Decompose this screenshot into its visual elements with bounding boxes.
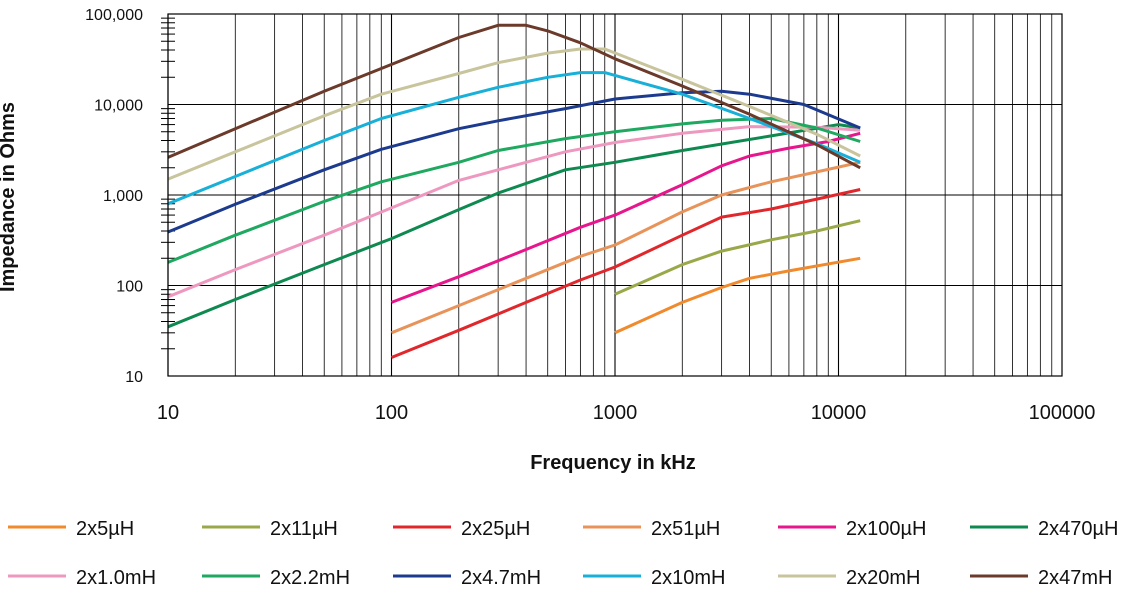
x-tick-label: 100 bbox=[375, 402, 408, 424]
legend-label: 2x470µH bbox=[1038, 518, 1118, 540]
legend-label: 2x25µH bbox=[461, 518, 530, 540]
x-tick-label: 1000 bbox=[593, 402, 638, 424]
plot-frame bbox=[167, 13, 1063, 377]
y-tick-label: 100 bbox=[116, 279, 143, 296]
series-line bbox=[390, 160, 861, 335]
y-axis-title: Impedance in Ohms bbox=[0, 102, 19, 292]
y-tick-label: 10,000 bbox=[94, 98, 143, 115]
legend-label: 2x5µH bbox=[76, 518, 134, 540]
series-lines bbox=[167, 23, 861, 359]
legend-label: 2x11µH bbox=[270, 518, 338, 540]
legend-label: 2x10mH bbox=[651, 567, 725, 589]
series-line bbox=[390, 188, 861, 359]
y-tick-label: 1,000 bbox=[103, 188, 143, 205]
legend-label: 2x47mH bbox=[1038, 567, 1112, 589]
legend-item: 2x100µH bbox=[778, 518, 926, 540]
x-tick-label: 100000 bbox=[1029, 402, 1096, 424]
series-line bbox=[167, 117, 861, 264]
series-line bbox=[167, 47, 861, 181]
x-tick-label: 10 bbox=[157, 402, 179, 424]
legend-item: 2x20mH bbox=[778, 567, 920, 589]
legend-item: 2x25µH bbox=[393, 518, 530, 540]
series-line bbox=[167, 71, 861, 206]
legend-label: 2x2.2mH bbox=[270, 567, 350, 589]
grid-lines bbox=[161, 13, 1062, 377]
y-tick-label: 100,000 bbox=[85, 7, 143, 24]
series-line bbox=[167, 89, 861, 234]
series-line bbox=[614, 219, 861, 296]
x-axis-title: Frequency in kHz bbox=[530, 452, 696, 474]
legend-item: 2x51µH bbox=[583, 518, 720, 540]
legend-item: 2x470µH bbox=[970, 518, 1118, 540]
legend-label: 2x20mH bbox=[846, 567, 920, 589]
x-tick-label: 10000 bbox=[811, 402, 867, 424]
legend-label: 2x1.0mH bbox=[76, 567, 156, 589]
legend-item: 2x10mH bbox=[583, 567, 725, 589]
plot-border bbox=[167, 13, 1063, 377]
legend-item: 2x2.2mH bbox=[202, 567, 350, 589]
series-line bbox=[167, 23, 861, 170]
legend: 2x5µH 2x11µH 2x25µH 2x51µH 2x100µH 2x470µH 2x1… bbox=[8, 518, 1118, 589]
y-tick-label: 10 bbox=[125, 369, 143, 386]
legend-item: 2x1.0mH bbox=[8, 567, 156, 589]
series-line bbox=[167, 123, 861, 329]
series-line bbox=[614, 256, 861, 335]
series-line bbox=[390, 131, 861, 304]
series-line bbox=[167, 125, 861, 299]
legend-item: 2x11µH bbox=[202, 518, 338, 540]
legend-label: 2x51µH bbox=[651, 518, 720, 540]
legend-item: 2x47mH bbox=[970, 567, 1112, 589]
legend-item: 2x5µH bbox=[8, 518, 134, 540]
legend-item: 2x4.7mH bbox=[393, 567, 541, 589]
legend-label: 2x4.7mH bbox=[461, 567, 541, 589]
tick-labels: 10 100 1000 10000 100000 10 100 1,000 10,000 100,… bbox=[85, 7, 1095, 424]
legend-label: 2x100µH bbox=[846, 518, 926, 540]
